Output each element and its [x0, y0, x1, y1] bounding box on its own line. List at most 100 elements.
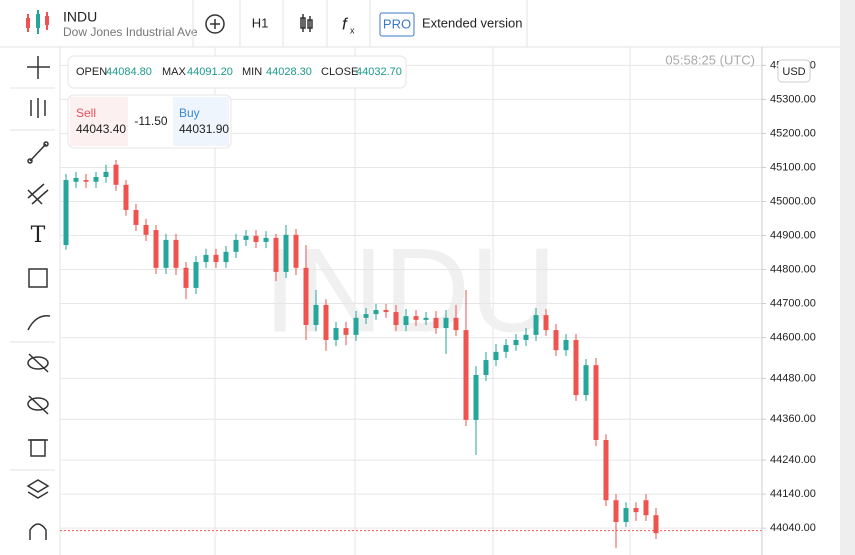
candle-body: [623, 508, 629, 522]
shape-tool[interactable]: [28, 268, 48, 288]
candle-body: [433, 317, 439, 329]
y-tick-label: 44700.00: [770, 297, 816, 309]
candle-body: [413, 316, 419, 320]
candle-body: [423, 317, 429, 320]
candle-body: [343, 328, 349, 335]
y-tick-label: 44040.00: [770, 522, 816, 534]
y-tick-label: 44900.00: [770, 229, 816, 241]
candle-body: [593, 365, 599, 440]
close-label: CLOSE: [321, 66, 358, 78]
scroll-strip: [840, 0, 855, 555]
buy-price[interactable]: 44031.90: [179, 122, 229, 136]
candle-body: [73, 177, 79, 182]
pro-badge[interactable]: [379, 12, 415, 37]
candle-body: [483, 360, 489, 376]
open-label: OPEN: [76, 66, 107, 78]
watermark: INDU: [263, 224, 556, 358]
candle-body: [283, 234, 289, 272]
max-value: 44091.20: [187, 66, 233, 78]
toolbar: T: [10, 56, 55, 540]
candle-body: [123, 184, 129, 210]
candle-body: [213, 254, 219, 263]
candle-body: [63, 180, 69, 246]
candle-body: [243, 235, 249, 240]
hide-tool[interactable]: [27, 353, 49, 373]
clock: 05:58:25 (UTC): [665, 52, 755, 67]
candle-body: [293, 234, 299, 268]
candle-body: [633, 508, 639, 513]
buy-button[interactable]: [173, 97, 229, 146]
candle-body: [203, 254, 209, 263]
currency[interactable]: USD: [782, 66, 805, 78]
candle-body: [453, 317, 459, 331]
brush-tool[interactable]: [27, 315, 51, 331]
y-tick-label: 45300.00: [770, 93, 816, 105]
symbol[interactable]: INDU: [63, 9, 97, 25]
hide-values-tool[interactable]: [27, 395, 49, 415]
logo: [26, 10, 49, 34]
candle-body: [273, 237, 279, 272]
candle-body: [443, 317, 449, 329]
candle-body: [333, 328, 339, 340]
crosshair-tool[interactable]: [27, 56, 50, 79]
add-indicator[interactable]: [205, 14, 225, 34]
candle-body: [643, 500, 649, 516]
interval[interactable]: H1: [252, 15, 269, 30]
candle-body: [563, 339, 569, 351]
extended-version[interactable]: Extended version: [422, 15, 522, 30]
price-axis: 45400.0045300.0045200.0045100.0045000.00…: [762, 59, 816, 534]
candle-body: [103, 171, 109, 177]
candle-body: [393, 312, 399, 325]
spread: -11.50: [134, 114, 167, 128]
chart-type[interactable]: [300, 14, 313, 32]
sell-price[interactable]: 44043.40: [76, 122, 126, 136]
candle-body: [143, 224, 149, 235]
candle-body: [313, 304, 319, 325]
candle-body: [263, 237, 269, 242]
candle-body: [573, 339, 579, 396]
y-tick-label: 44240.00: [770, 454, 816, 466]
function-button[interactable]: f: [342, 14, 349, 33]
symbol-name: Dow Jones Industrial Ave: [63, 25, 198, 39]
y-tick-label: 45100.00: [770, 161, 816, 173]
y-tick-label: 44800.00: [770, 263, 816, 275]
y-tick-label: 44360.00: [770, 413, 816, 425]
min-value: 44028.30: [266, 66, 312, 78]
candle-body: [153, 230, 159, 268]
currency-button[interactable]: [777, 59, 811, 83]
sell-button[interactable]: [70, 97, 128, 146]
candle-body: [133, 209, 139, 225]
candle-body: [193, 262, 199, 288]
buy-label[interactable]: Buy: [179, 106, 200, 120]
min-label: MIN: [242, 66, 262, 78]
candle-body: [533, 315, 539, 335]
candle-body: [363, 314, 369, 318]
candle-body: [403, 316, 409, 325]
candle-body: [183, 267, 189, 288]
sell-label[interactable]: Sell: [76, 106, 96, 120]
pro-label[interactable]: PRO: [383, 16, 411, 31]
candle-body: [503, 345, 509, 352]
y-tick-label: 44600.00: [770, 331, 816, 343]
candle-body: [653, 515, 659, 534]
indicators-tool[interactable]: [30, 98, 46, 118]
candle-body: [523, 334, 529, 340]
candle-body: [473, 375, 479, 420]
layers-tool[interactable]: [26, 479, 50, 499]
candle-body: [373, 310, 379, 315]
function-button[interactable]: x: [350, 25, 355, 35]
line-tool[interactable]: [27, 141, 49, 164]
max-label: MAX: [162, 66, 187, 78]
channel-tool[interactable]: [27, 183, 49, 205]
candle-body: [323, 304, 329, 340]
close-value: 44032.70: [356, 66, 402, 78]
candle-body: [513, 339, 519, 346]
candle-body: [223, 251, 229, 263]
magnet-tool[interactable]: [29, 523, 47, 540]
y-tick-label: 45000.00: [770, 195, 816, 207]
delete-all-tool[interactable]: [28, 439, 48, 457]
candle-body: [303, 267, 309, 325]
candle-body: [493, 351, 499, 361]
text-tool[interactable]: T: [31, 223, 46, 248]
